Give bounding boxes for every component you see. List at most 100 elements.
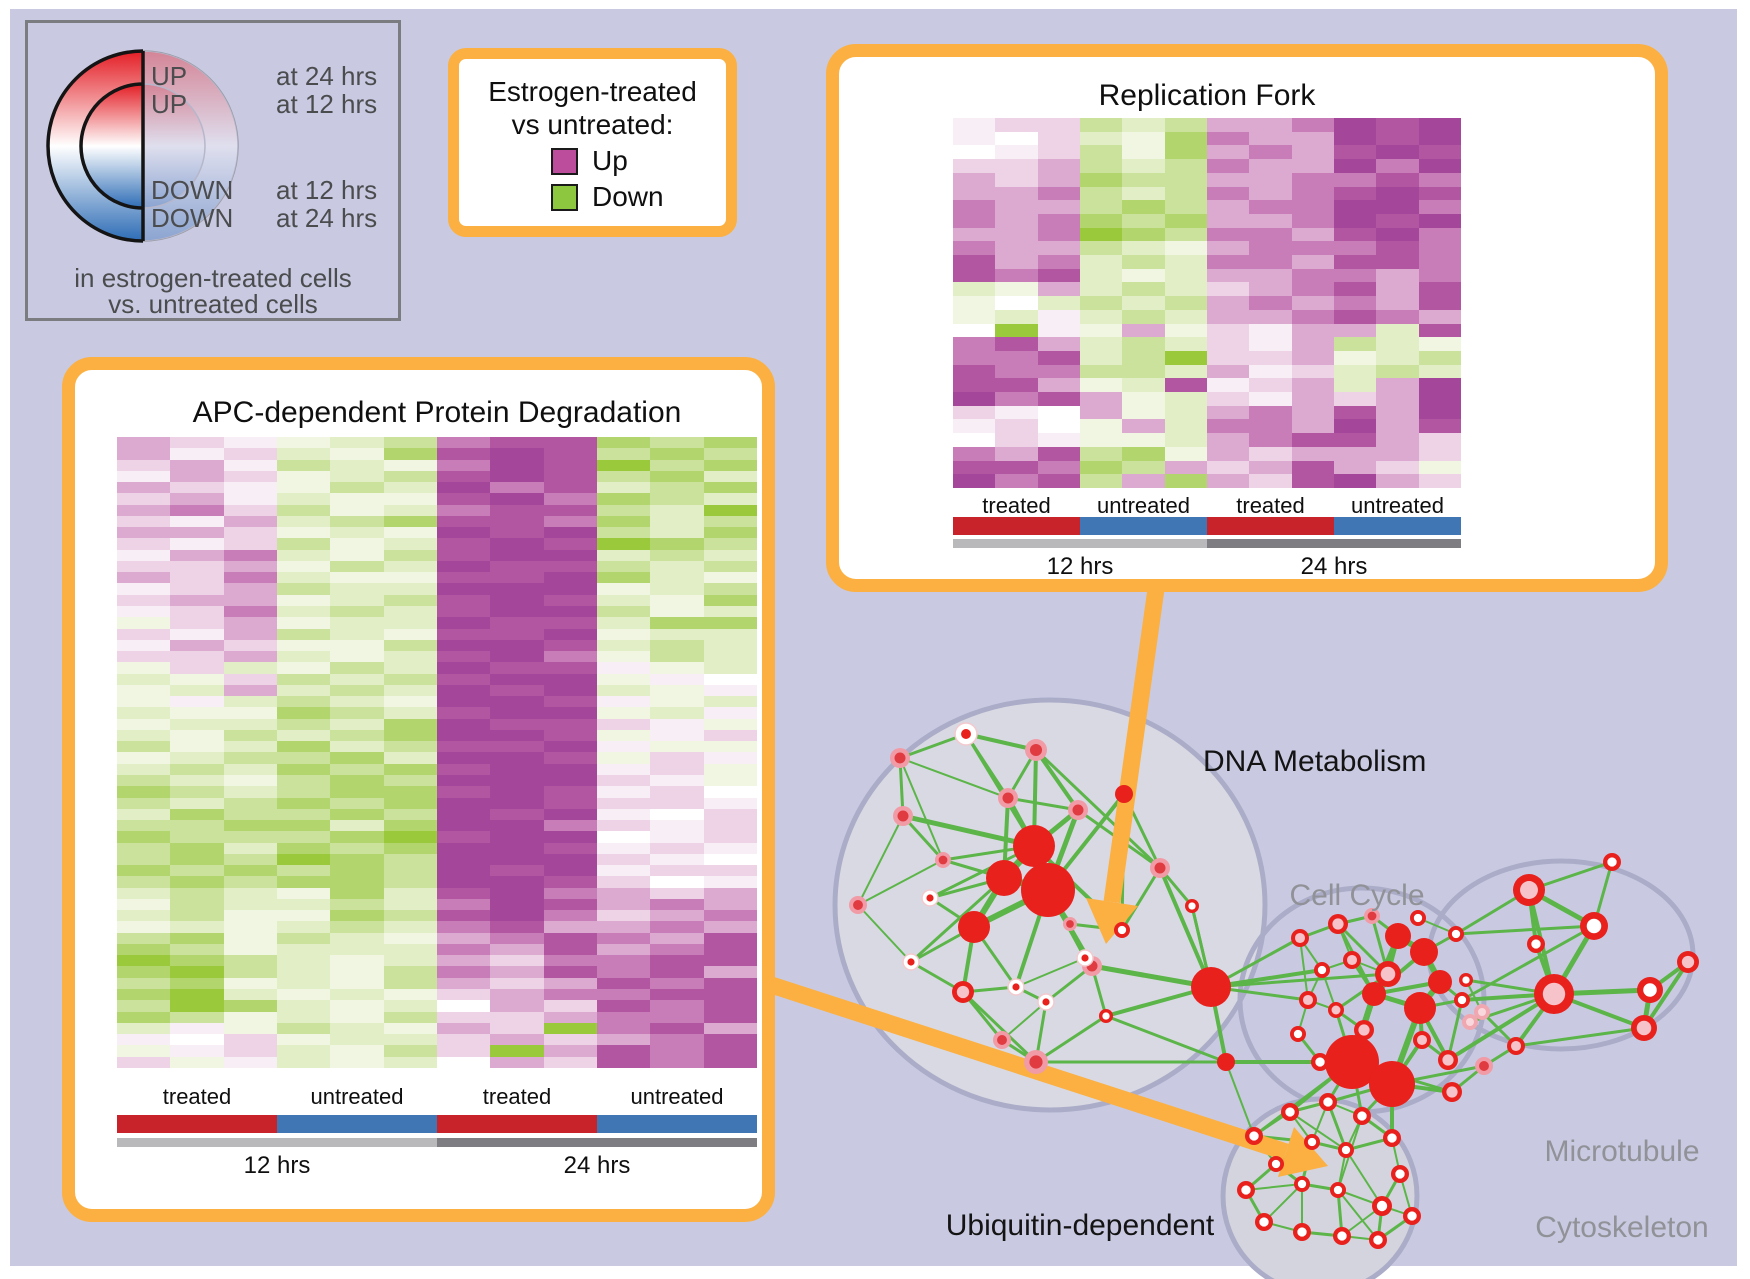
network-node-solid — [1385, 923, 1411, 949]
heat-cell — [1206, 460, 1250, 475]
heat-cell — [703, 797, 757, 809]
network-edge — [1299, 937, 1309, 1001]
heat-cell — [1122, 350, 1165, 365]
heat-cell — [436, 831, 491, 843]
heat-cell — [1122, 255, 1165, 269]
heat-cell — [117, 470, 171, 483]
heat-cell — [117, 594, 171, 606]
heat-cell — [383, 673, 437, 685]
heat-cell — [117, 549, 171, 561]
heat-cell — [276, 943, 331, 956]
heat-cell — [1291, 309, 1334, 324]
heat-cell — [117, 662, 171, 674]
heat-cell — [1333, 378, 1377, 393]
heat-cell — [436, 752, 491, 764]
heat-cell — [170, 437, 224, 449]
heat-cell — [1206, 172, 1250, 187]
heat-cell — [1079, 118, 1123, 132]
legend-item-down: Down — [551, 181, 726, 213]
heat-cell — [1376, 213, 1419, 228]
heat-cell — [1122, 227, 1165, 242]
heat-cell — [703, 684, 757, 697]
network-node-solid — [1410, 938, 1438, 966]
heat-cell — [383, 729, 437, 742]
heat-cell — [223, 504, 277, 516]
heat-cell — [1291, 323, 1334, 338]
network-edge — [1446, 999, 1464, 1061]
heat-cell — [170, 538, 224, 550]
heat-cell — [1037, 323, 1080, 338]
apc-arrow-head — [1278, 1127, 1328, 1177]
heat-row — [117, 662, 757, 674]
heat-cell — [543, 572, 597, 584]
heat-cell — [596, 808, 651, 821]
heat-cell — [596, 583, 651, 595]
heat-row — [953, 268, 1461, 283]
heat-cell — [596, 628, 651, 640]
heat-cell — [995, 364, 1038, 379]
heat-cell — [1206, 145, 1250, 160]
network-node-core — [1367, 911, 1377, 921]
heat-cell — [650, 504, 704, 516]
heat-cell — [276, 651, 331, 663]
heat-cell — [490, 853, 544, 866]
heat-row — [117, 1022, 757, 1035]
heat-cell — [436, 662, 491, 674]
heat-row — [953, 213, 1461, 228]
heat-cell — [223, 459, 277, 471]
heat-cell — [703, 482, 757, 494]
network-node-core — [1241, 1185, 1251, 1195]
heat-cell — [330, 572, 384, 584]
heat-row — [117, 842, 757, 854]
heat-row — [117, 617, 757, 629]
heat-cell — [383, 639, 437, 652]
heat-cell — [1037, 268, 1080, 283]
network-edge — [857, 859, 944, 906]
heat-row — [953, 405, 1461, 420]
hour-label-12hrs: 12 hrs — [243, 1152, 311, 1179]
heat-cell — [953, 460, 996, 475]
heat-cell — [330, 786, 384, 798]
heat-cell — [596, 842, 651, 854]
heat-cell — [1206, 378, 1250, 393]
heat-cell — [276, 560, 331, 573]
heat-cell — [1122, 364, 1165, 379]
heat-row — [117, 560, 757, 573]
heat-cell — [703, 673, 757, 685]
heat-cell — [596, 1011, 651, 1023]
heat-cell — [383, 628, 437, 640]
heat-cell — [383, 955, 437, 967]
heat-cell — [1249, 159, 1292, 173]
heat-cell — [703, 718, 757, 730]
heat-cell — [223, 493, 277, 505]
heat-cell — [276, 527, 331, 539]
apc-panel-title: APC-dependent Protein Degradation — [192, 396, 682, 429]
heat-cell — [596, 774, 651, 787]
heat-cell — [330, 1011, 384, 1023]
heat-cell — [1079, 172, 1123, 187]
heat-cell — [490, 651, 544, 663]
heat-row — [117, 943, 757, 956]
heat-row — [117, 696, 757, 708]
heat-cell — [703, 989, 757, 1001]
down-label: Down — [592, 181, 664, 212]
heat-cell — [543, 763, 597, 775]
heat-cell — [543, 853, 597, 866]
heat-cell — [650, 718, 704, 730]
heat-cell — [170, 515, 224, 528]
heat-cell — [1333, 186, 1377, 201]
heat-cell — [1291, 296, 1334, 310]
heat-cell — [330, 910, 384, 922]
heat-cell — [223, 955, 277, 967]
heat-cell — [383, 696, 437, 708]
replication-fork-panel: Replication Fork treated untreated treated… — [826, 44, 1668, 592]
heat-cell — [1037, 364, 1080, 379]
ring-up-24-time: at 24 hrs — [276, 61, 378, 91]
heat-cell — [953, 159, 996, 173]
heat-cell — [117, 752, 171, 764]
heat-cell — [490, 707, 544, 719]
heat-cell — [170, 493, 224, 505]
heat-cell — [117, 910, 171, 922]
heat-cell — [117, 853, 171, 866]
heat-cell — [1291, 392, 1334, 406]
